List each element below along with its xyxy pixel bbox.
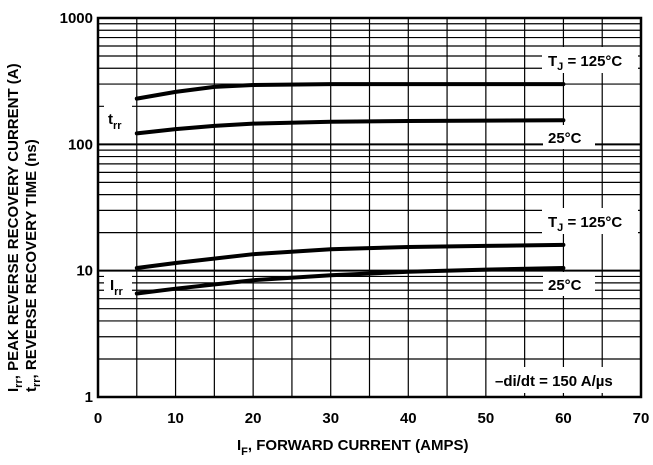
irr-group-label-bg	[104, 272, 132, 298]
irr-cold-label: 25°C	[548, 277, 582, 294]
irr-group-label: Irr	[110, 277, 123, 298]
irr-hot-label-bg	[542, 208, 638, 234]
trr-group-label-bg	[104, 104, 132, 132]
x-tick-label: 50	[478, 410, 495, 427]
trr-cold-label: 25°C	[548, 130, 582, 147]
y-tick-label: 1000	[60, 10, 93, 27]
series-line-trr-0	[134, 82, 566, 101]
y-axis-label-line2: trr, REVERSE RECOVERY TIME (ns)	[23, 139, 43, 392]
y-tick-label: 100	[68, 136, 93, 153]
x-tick-label: 70	[633, 410, 650, 427]
x-tick-label: 60	[555, 410, 572, 427]
trr-hot-label-bg	[542, 47, 638, 73]
x-tick-label: 20	[245, 410, 262, 427]
x-tick-label: 30	[322, 410, 339, 427]
y-tick-label: 1	[85, 389, 93, 406]
trr-hot-label: TJ = 125°C	[548, 53, 622, 73]
condition-label: –di/dt = 150 A/µs	[495, 373, 613, 390]
series-line-irr-2	[134, 242, 566, 270]
trr-group-label: trr	[108, 111, 122, 132]
irr-hot-label: TJ = 125°C	[548, 214, 622, 234]
x-tick-label: 10	[167, 410, 184, 427]
trr-cold-label-bg	[543, 125, 595, 149]
x-axis-label: IF, FORWARD CURRENT (AMPS)	[237, 437, 468, 458]
series-line-irr-3	[134, 266, 566, 296]
irr-cold-label-bg	[543, 272, 595, 296]
plot-frame	[96, 16, 643, 399]
series-group	[134, 82, 566, 296]
tick-labels: 0 10 20 30 40 50 60 70 1 10 100 1000	[60, 10, 650, 427]
y-axis-label-line1: Irr, PEAK REVERSE RECOVERY CURRENT (A)	[5, 63, 25, 392]
x-tick-label: 0	[94, 410, 102, 427]
condition-label-bg	[490, 367, 638, 393]
series-line-trr-1	[134, 118, 566, 136]
grid	[98, 18, 641, 397]
y-tick-label: 10	[76, 263, 93, 280]
x-tick-label: 40	[400, 410, 417, 427]
